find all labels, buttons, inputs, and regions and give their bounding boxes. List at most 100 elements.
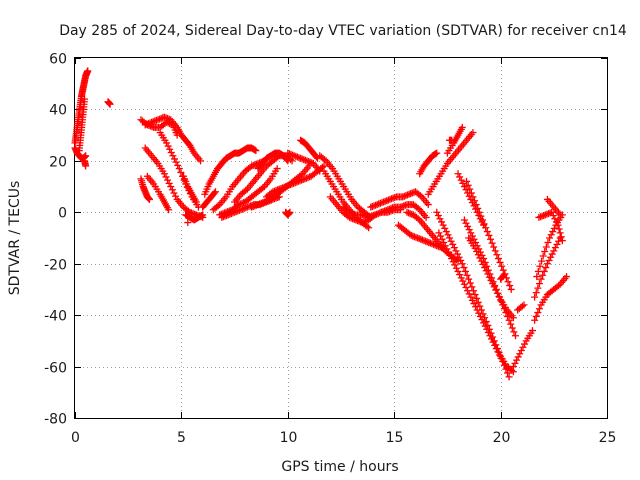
data-point [433, 149, 441, 157]
series-arc-ae [367, 188, 432, 211]
series-arc-m [182, 211, 207, 224]
data-point [496, 351, 504, 359]
data-point [470, 300, 478, 308]
data-point [458, 260, 466, 268]
data-point [551, 244, 559, 252]
data-point [414, 204, 422, 212]
data-point [457, 274, 465, 282]
series-arc-at [509, 327, 537, 371]
data-point [283, 156, 291, 164]
data-point [476, 254, 484, 262]
data-point [472, 201, 480, 209]
data-point [457, 176, 465, 184]
data-point [499, 357, 507, 365]
series-arc-aw [531, 234, 564, 301]
series-arc-ac [326, 193, 379, 227]
data-point [82, 152, 90, 160]
data-point [170, 155, 178, 163]
data-point [444, 248, 452, 256]
x-axis-ticks: 0 5 10 15 20 25 [71, 58, 616, 446]
data-point [518, 302, 526, 310]
data-point [162, 173, 170, 181]
data-point [468, 232, 476, 240]
data-point [497, 354, 505, 362]
data-point [494, 348, 502, 356]
data-point [479, 216, 487, 224]
data-point [555, 225, 563, 233]
x-tick-label: 25 [599, 430, 617, 446]
series-arc-az [543, 195, 564, 219]
data-point [545, 257, 553, 264]
data-point [448, 136, 456, 144]
data-point [471, 197, 479, 205]
data-point [259, 184, 267, 192]
y-tick-label: 20 [49, 155, 67, 171]
series-arc-ay [535, 208, 566, 245]
data-point [508, 324, 516, 332]
data-point [489, 338, 497, 346]
data-point [548, 208, 556, 216]
data-point [534, 267, 542, 275]
data-point [448, 255, 456, 263]
data-point [434, 212, 442, 219]
data-point [541, 248, 549, 255]
data-point [531, 293, 539, 301]
y-tick-label: -40 [44, 309, 67, 325]
data-point [465, 275, 473, 283]
data-point [441, 224, 449, 232]
data-point [184, 219, 192, 227]
data-point [548, 250, 556, 258]
data-point [443, 245, 451, 253]
series-arc-c [75, 95, 89, 155]
data-point [533, 273, 541, 281]
data-point [473, 294, 481, 302]
data-point [538, 257, 546, 265]
data-point [454, 170, 462, 178]
data-point [466, 185, 474, 193]
data-point [466, 279, 474, 287]
data-point [467, 293, 475, 301]
data-point [535, 305, 543, 313]
data-point [534, 284, 542, 292]
data-point [491, 341, 499, 349]
data-point [554, 221, 562, 229]
data-point [481, 322, 489, 330]
data-point [488, 239, 496, 247]
y-axis-ticks: -80 -60 -40 -20 0 20 40 60 [44, 52, 607, 428]
data-point [459, 277, 467, 285]
data-point [536, 262, 544, 270]
data-point [451, 261, 459, 269]
data-point [462, 284, 470, 291]
data-point [549, 212, 557, 219]
data-point [435, 229, 443, 237]
series-arc-au [514, 301, 528, 314]
data-point [145, 195, 153, 203]
data-point [242, 186, 250, 194]
data-point [485, 231, 493, 239]
data-point [507, 285, 515, 293]
data-point [163, 139, 171, 147]
data-point [505, 316, 513, 324]
data-point [174, 161, 182, 169]
data-point [106, 100, 114, 108]
data-point [447, 237, 455, 245]
data-point [549, 228, 557, 236]
data-point [252, 147, 260, 155]
data-point [474, 298, 482, 306]
data-point [82, 162, 90, 170]
data-point [444, 231, 452, 239]
data-point [519, 343, 527, 351]
data-point [452, 247, 460, 255]
data-point [442, 228, 450, 236]
series-arc-j [137, 175, 153, 203]
data-point [556, 211, 564, 219]
data-point [465, 290, 473, 298]
data-point [535, 280, 543, 288]
data-point [475, 309, 483, 317]
data-point [464, 287, 472, 295]
data-point [510, 328, 518, 336]
data-point [489, 280, 497, 288]
data-point [474, 251, 482, 259]
data-point [476, 312, 484, 320]
